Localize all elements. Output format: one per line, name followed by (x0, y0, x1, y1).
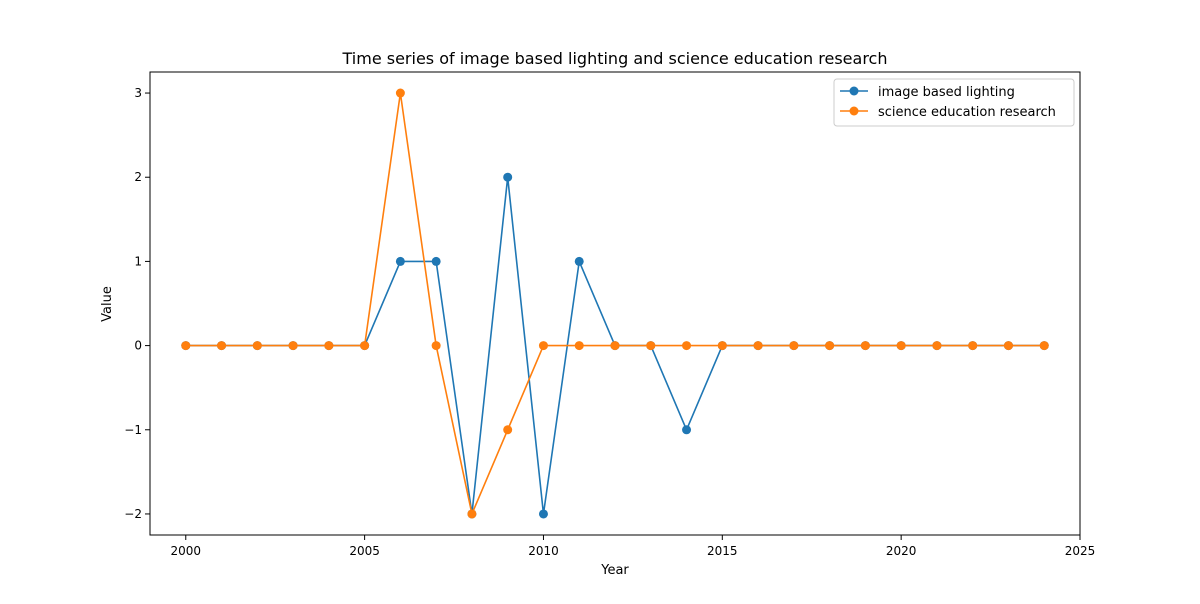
data-point-science-education-research (860, 341, 870, 351)
data-point-science-education-research (467, 509, 477, 519)
data-point-science-education-research (932, 341, 942, 351)
data-point-science-education-research (288, 341, 298, 351)
data-point-science-education-research (896, 341, 906, 351)
data-point-image-based-lighting (574, 256, 584, 266)
x-tick-label: 2025 (1065, 544, 1096, 558)
legend-box (833, 78, 1075, 127)
y-tick-label: −1 (124, 423, 142, 437)
data-point-science-education-research (610, 341, 620, 351)
data-point-science-education-research (646, 341, 656, 351)
legend-marker (849, 106, 859, 116)
data-point-science-education-research (324, 341, 334, 351)
data-point-science-education-research (825, 341, 835, 351)
data-point-science-education-research (753, 341, 763, 351)
x-tick-label: 2010 (528, 544, 559, 558)
y-tick-label: 3 (134, 86, 142, 100)
data-point-image-based-lighting (682, 425, 692, 435)
chart-title: Time series of image based lighting and … (342, 49, 888, 68)
x-tick-label: 2000 (170, 544, 201, 558)
x-tick-label: 2015 (707, 544, 738, 558)
data-point-image-based-lighting (395, 256, 405, 266)
y-tick-label: −2 (124, 507, 142, 521)
y-tick-label: 0 (134, 339, 142, 353)
legend-marker (849, 86, 859, 96)
x-tick-label: 2005 (349, 544, 380, 558)
data-point-science-education-research (181, 341, 191, 351)
data-point-image-based-lighting (503, 172, 513, 182)
x-tick-label: 2020 (886, 544, 917, 558)
data-point-science-education-research (1003, 341, 1013, 351)
x-axis-label: Year (600, 563, 629, 578)
plot-area: 2000 2005 2010 2015 2020 2025 −2 −1 0 1 2 3 (124, 71, 1096, 558)
y-tick-label: 2 (134, 170, 142, 184)
legend-label: science education research (878, 105, 1056, 120)
data-point-science-education-research (574, 341, 584, 351)
data-point-science-education-research (395, 88, 405, 98)
data-point-science-education-research (252, 341, 262, 351)
data-point-image-based-lighting (431, 256, 441, 266)
data-point-science-education-research (968, 341, 978, 351)
data-point-science-education-research (789, 341, 799, 351)
y-tick-label: 1 (134, 254, 142, 268)
data-point-science-education-research (1039, 341, 1049, 351)
data-point-science-education-research (538, 341, 548, 351)
legend: image based lighting science education re… (833, 78, 1075, 127)
data-point-science-education-research (431, 341, 441, 351)
y-axis-label: Value (100, 286, 115, 322)
data-point-science-education-research (717, 341, 727, 351)
legend-label: image based lighting (878, 85, 1015, 100)
data-point-science-education-research (360, 341, 370, 351)
data-point-science-education-research (217, 341, 227, 351)
axes-frame (149, 71, 1081, 536)
data-point-science-education-research (682, 341, 692, 351)
data-point-science-education-research (503, 425, 513, 435)
data-point-image-based-lighting (538, 509, 548, 519)
